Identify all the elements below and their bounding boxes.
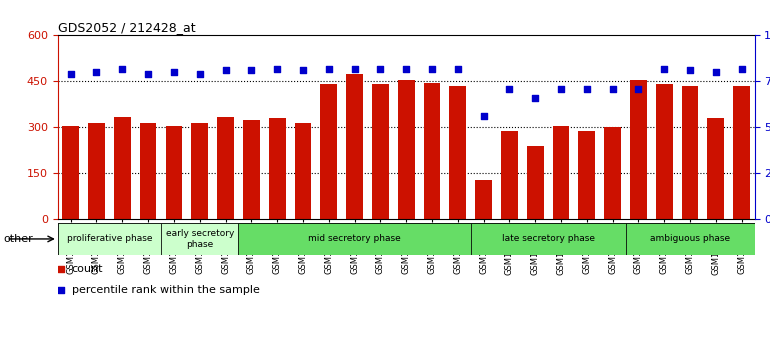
Bar	[470, 223, 625, 255]
Point	[477, 114, 490, 119]
Text: late secretory phase: late secretory phase	[501, 234, 594, 244]
Bar	[398, 80, 414, 219]
Text: proliferative phase: proliferative phase	[67, 234, 152, 244]
Point	[632, 86, 644, 92]
Bar	[166, 126, 182, 219]
Bar	[630, 80, 647, 219]
Point	[116, 66, 129, 72]
Bar	[424, 83, 440, 219]
Point	[710, 69, 722, 75]
Point	[658, 66, 671, 72]
Bar	[708, 118, 725, 219]
Bar	[553, 126, 570, 219]
Point	[65, 71, 77, 77]
Point	[529, 95, 541, 101]
Point	[271, 66, 283, 72]
Bar	[475, 179, 492, 219]
Point	[168, 69, 180, 75]
Bar	[58, 223, 161, 255]
Text: GDS2052 / 212428_at: GDS2052 / 212428_at	[58, 21, 196, 34]
Bar	[191, 123, 208, 219]
Point	[426, 66, 438, 72]
Bar	[450, 86, 466, 219]
Point	[452, 66, 464, 72]
Point	[348, 66, 360, 72]
Point	[555, 86, 567, 92]
Bar	[656, 85, 673, 219]
Bar	[161, 223, 239, 255]
Point	[400, 66, 413, 72]
Bar	[625, 223, 755, 255]
Bar	[269, 118, 286, 219]
Point	[684, 68, 696, 73]
Bar	[372, 85, 389, 219]
Point	[142, 71, 154, 77]
Point	[193, 71, 206, 77]
Text: count: count	[72, 264, 103, 274]
Point	[90, 69, 102, 75]
Bar	[239, 223, 470, 255]
Text: other: other	[4, 234, 34, 244]
Bar	[681, 86, 698, 219]
Text: ambiguous phase: ambiguous phase	[650, 234, 730, 244]
Text: early secretory
phase: early secretory phase	[166, 229, 234, 249]
Point	[581, 86, 593, 92]
Bar	[578, 131, 595, 219]
Point	[374, 66, 387, 72]
Point	[607, 86, 619, 92]
Bar	[604, 127, 621, 219]
Bar	[243, 120, 259, 219]
Text: percentile rank within the sample: percentile rank within the sample	[72, 285, 259, 295]
Text: mid secretory phase: mid secretory phase	[308, 234, 401, 244]
Point	[257, 180, 270, 186]
Point	[245, 68, 257, 73]
Point	[735, 66, 748, 72]
Point	[504, 86, 516, 92]
Point	[296, 68, 309, 73]
Bar	[733, 86, 750, 219]
Bar	[501, 131, 517, 219]
Bar	[139, 123, 156, 219]
Bar	[295, 123, 311, 219]
Bar	[527, 146, 544, 219]
Point	[219, 68, 232, 73]
Bar	[217, 117, 234, 219]
Bar	[88, 123, 105, 219]
Point	[323, 66, 335, 72]
Bar	[114, 117, 131, 219]
Bar	[62, 126, 79, 219]
Bar	[346, 74, 363, 219]
Bar	[320, 85, 337, 219]
